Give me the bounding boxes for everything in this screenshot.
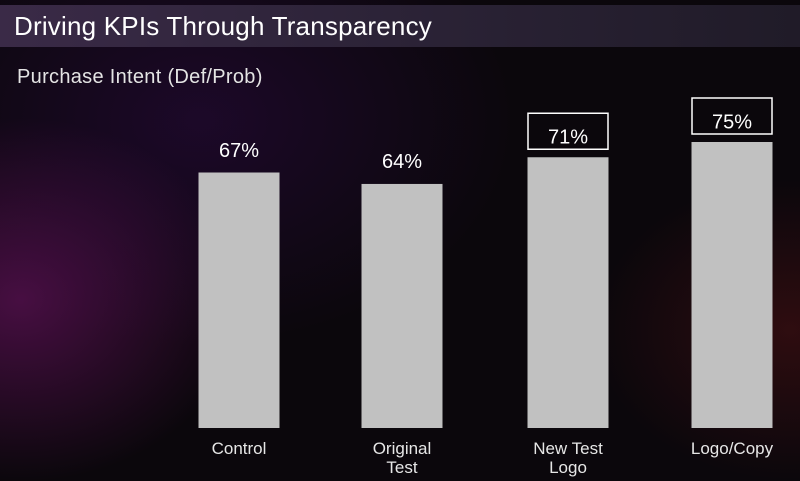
slide-title: Driving KPIs Through Transparency [14,11,432,41]
category-label-3-line-2: Logo [549,458,587,477]
bar-4 [691,142,773,428]
category-label-2-line-2: Test [386,458,417,477]
data-label-3: 71% [548,127,588,149]
data-label-1: 67% [219,140,259,162]
category-label-4: Logo/Copy [691,439,774,458]
title-bar: Driving KPIs Through Transparency [0,5,800,47]
category-label-1: Control [212,439,267,458]
bar-2 [361,183,443,428]
data-label-box-4 [691,97,773,135]
chart-subtitle: Purchase Intent (Def/Prob) [17,66,263,88]
data-label-4: 75% [712,111,752,133]
bar-3 [527,157,609,428]
data-label-box-3 [527,112,609,151]
data-label-2: 64% [382,151,422,173]
category-label-3-line-1: New Test [533,439,603,458]
bar-1 [198,172,280,428]
category-label-2-line-1: Original [373,439,432,458]
